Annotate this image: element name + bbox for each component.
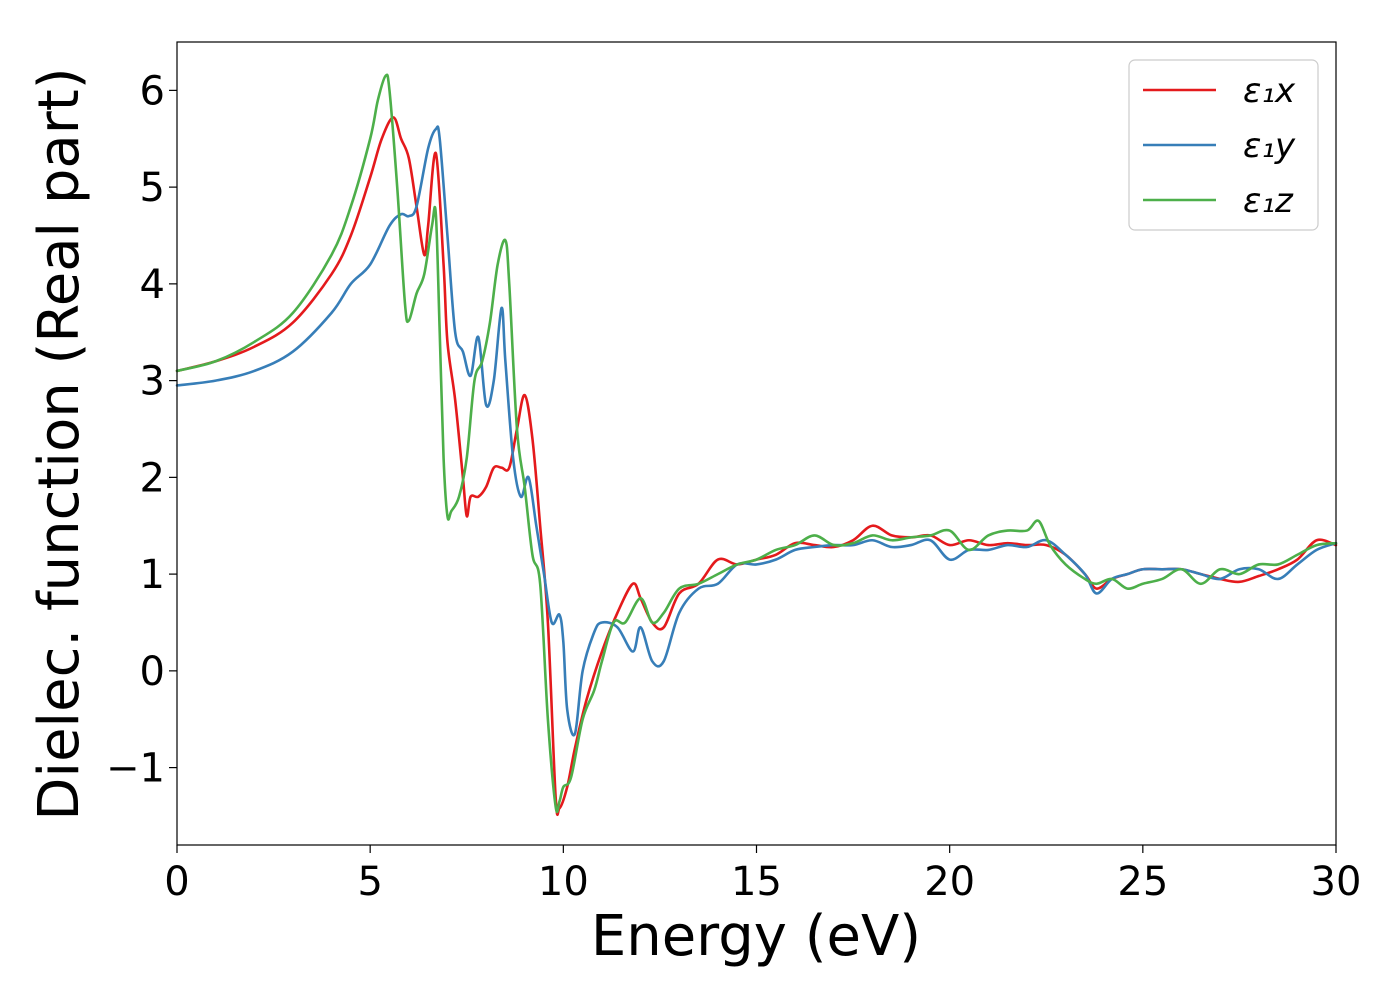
- y-tick-label: 1: [140, 552, 165, 598]
- y-tick-label: 6: [140, 68, 165, 114]
- series-line-3: [175, 73, 1338, 814]
- x-tick-label: 5: [357, 859, 382, 905]
- y-tick-label: 0: [140, 649, 165, 695]
- legend-label: ε₁z: [1243, 181, 1294, 221]
- series-layer: [175, 73, 1338, 816]
- x-axis-label: Energy (eV): [591, 904, 921, 969]
- x-tick-label: 10: [538, 859, 589, 905]
- x-axis: 0 5 10 15 20 25 30: [164, 845, 1361, 905]
- y-tick-label: −1: [106, 746, 165, 792]
- legend-label: ε₁x: [1243, 71, 1296, 111]
- legend: ε₁x ε₁y ε₁z: [1128, 59, 1319, 231]
- series-line-2: [175, 125, 1338, 737]
- y-axis-label: Dielec. function (Real part): [27, 67, 92, 820]
- x-tick-label: 25: [1117, 859, 1168, 905]
- legend-box: [1128, 59, 1319, 231]
- x-tick-label: 15: [731, 859, 782, 905]
- x-tick-label: 20: [924, 859, 975, 905]
- y-tick-label: 3: [140, 359, 165, 405]
- x-tick-label: 0: [164, 859, 189, 905]
- legend-label: ε₁y: [1243, 126, 1296, 166]
- y-tick-label: 4: [140, 262, 165, 308]
- x-tick-label: 30: [1311, 859, 1362, 905]
- y-axis: −1 0 1 2 3 4 5 6: [106, 68, 177, 792]
- y-tick-label: 5: [140, 165, 165, 211]
- series-line-1: [175, 116, 1338, 816]
- y-tick-label: 2: [140, 455, 165, 501]
